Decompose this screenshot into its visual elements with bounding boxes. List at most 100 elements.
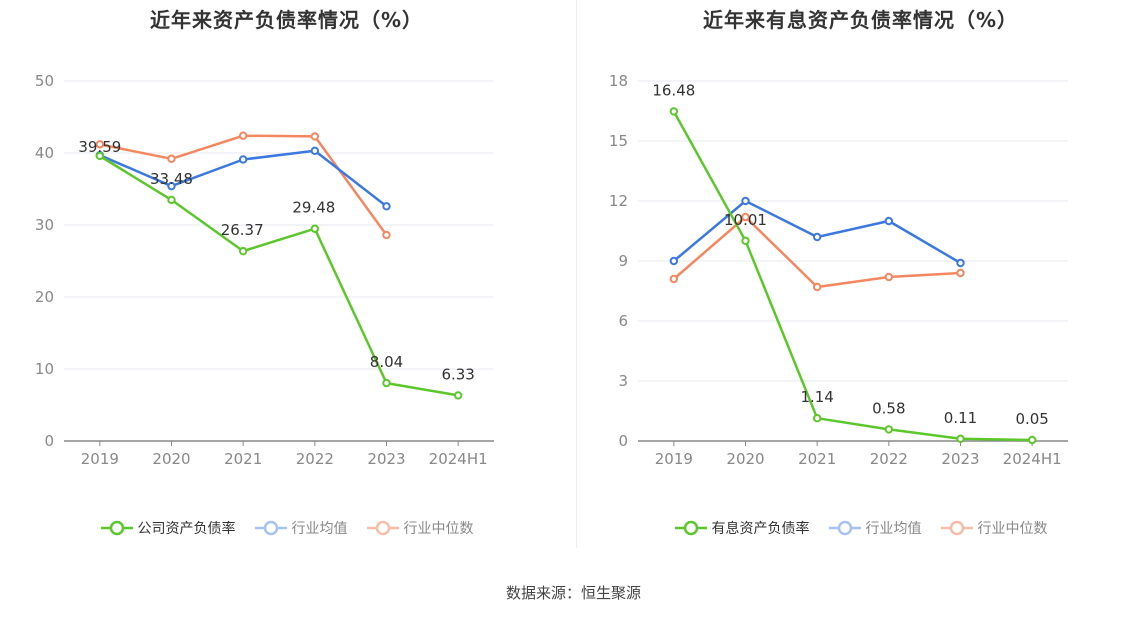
y-tick-label: 0	[618, 432, 628, 450]
x-tick-label: 2021	[798, 450, 836, 468]
data-point	[884, 425, 894, 434]
legend-item-industry-mean[interactable]: 行业均值	[828, 518, 922, 538]
x-tick-label: 2023	[367, 450, 405, 468]
data-label: 1.14	[800, 388, 833, 406]
chart-title: 近年来有息资产负债率情况（%）	[702, 8, 1019, 32]
right-chart-panel: 近年来有息资产负债率情况（%） 0 3 6 9 12 15 18 2019 2020 2021 20…	[574, 0, 1147, 560]
series-line	[672, 215, 961, 289]
data-point	[167, 154, 176, 163]
data-point	[382, 378, 391, 388]
data-point	[167, 181, 176, 191]
data-source-note: 数据来源：恒生聚源	[505, 584, 641, 602]
data-point	[167, 195, 176, 205]
data-label: 0.05	[1015, 410, 1048, 428]
data-point	[453, 391, 463, 400]
interest-debt-ratio-chart: 0 3 6 9 12 15 18 2019 2020 2021 2022 2023 2024H1 16.4…	[609, 72, 1068, 468]
chart-title: 近年来资产负债率情况（%）	[149, 8, 424, 32]
data-point	[741, 236, 750, 246]
legend-item-company[interactable]: 公司资产负债率	[100, 518, 236, 538]
x-tick-label: 2024H1	[429, 450, 488, 468]
chart-legend: 有息资产负债率 行业均值 行业中位数	[574, 518, 1147, 538]
x-tick-label: 2019	[81, 450, 119, 468]
legend-item-industry-mean[interactable]: 行业均值	[254, 518, 348, 538]
x-tick-label: 2024H1	[1003, 450, 1062, 468]
y-tick-label: 15	[609, 132, 628, 150]
y-tick-label: 18	[609, 72, 628, 90]
legend-line-marker-icon	[674, 520, 707, 536]
x-tick-label: 2022	[870, 450, 908, 468]
x-tick-label: 2023	[941, 450, 979, 468]
legend-line-marker-icon	[940, 520, 973, 536]
y-tick-label: 40	[35, 144, 54, 162]
legend-label: 行业中位数	[403, 521, 474, 537]
x-tick-label: 2019	[655, 450, 693, 468]
x-tick-label: 2020	[726, 450, 764, 468]
legend-line-marker-icon	[254, 520, 287, 536]
legend-label: 公司资产负债率	[137, 521, 236, 537]
y-tick-label: 30	[35, 216, 54, 234]
data-point	[884, 272, 894, 282]
x-tick-label: 2021	[224, 450, 262, 468]
data-label: 8.04	[370, 353, 403, 371]
data-point	[238, 131, 248, 140]
y-tick-label: 10	[35, 360, 54, 378]
data-point	[741, 196, 750, 206]
data-point	[310, 224, 320, 233]
legend-label: 行业中位数	[977, 521, 1048, 537]
data-label: 0.58	[872, 399, 905, 417]
data-point	[238, 155, 248, 164]
data-point	[669, 107, 679, 116]
y-tick-label: 9	[618, 252, 628, 270]
y-tick-label: 20	[35, 288, 54, 306]
data-label: 26.37	[221, 221, 264, 239]
series-line	[99, 154, 459, 397]
data-point	[812, 282, 822, 292]
legend-item-company[interactable]: 有息资产负债率	[674, 518, 810, 538]
y-tick-label: 6	[618, 312, 628, 330]
legend-label: 有息资产负债率	[711, 521, 810, 537]
data-label: 33.48	[150, 170, 193, 188]
data-point	[95, 151, 105, 161]
legend-label: 行业均值	[865, 521, 922, 537]
legend-label: 行业均值	[291, 521, 348, 537]
series-line	[672, 199, 962, 265]
data-point	[382, 230, 391, 240]
x-tick-label: 2022	[296, 450, 334, 468]
legend-line-marker-icon	[366, 520, 399, 536]
data-point	[956, 268, 965, 278]
data-label: 29.48	[292, 199, 335, 217]
data-point	[1027, 435, 1037, 445]
y-tick-label: 0	[44, 432, 54, 450]
x-tick-label: 2020	[152, 450, 190, 468]
data-point	[884, 216, 894, 226]
data-point	[669, 256, 679, 266]
left-chart-panel: 近年来资产负债率情况（%） 0 10 20 30 40 50 2019 2020 2021 202…	[0, 0, 573, 560]
y-tick-label: 3	[618, 372, 628, 390]
data-label: 16.48	[652, 81, 695, 99]
legend-item-industry-median[interactable]: 行业中位数	[940, 518, 1048, 538]
data-label: 6.33	[441, 365, 474, 383]
data-point	[956, 434, 965, 443]
data-point	[95, 140, 105, 149]
chart-legend: 公司资产负债率 行业均值 行业中位数	[0, 518, 573, 538]
legend-line-marker-icon	[828, 520, 861, 536]
debt-ratio-chart: 0 10 20 30 40 50 2019 2020 2021 2022 2023 2024H1 39.…	[35, 72, 494, 468]
series-line	[672, 110, 1033, 442]
data-point	[669, 274, 679, 284]
data-point	[741, 212, 750, 222]
data-point	[956, 258, 965, 268]
y-tick-label: 12	[609, 192, 628, 210]
data-point	[812, 414, 822, 423]
legend-item-industry-median[interactable]: 行业中位数	[366, 518, 474, 538]
y-tick-label: 50	[35, 72, 54, 90]
data-point	[310, 132, 320, 141]
data-point	[812, 232, 822, 242]
data-label: 0.11	[944, 409, 977, 427]
legend-line-marker-icon	[100, 520, 133, 536]
data-point	[238, 246, 248, 256]
data-label: 39.59	[78, 138, 121, 156]
panel-divider	[576, 0, 577, 548]
data-label: 10.01	[724, 211, 767, 229]
data-point	[382, 202, 391, 211]
data-point	[310, 146, 320, 156]
